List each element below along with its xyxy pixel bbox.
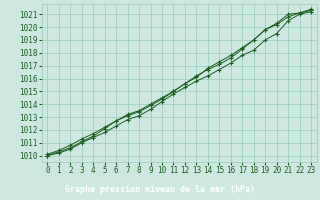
Text: Graphe pression niveau de la mer (hPa): Graphe pression niveau de la mer (hPa) bbox=[65, 185, 255, 194]
